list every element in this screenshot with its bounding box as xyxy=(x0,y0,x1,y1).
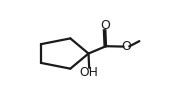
Text: O: O xyxy=(100,19,110,32)
Text: OH: OH xyxy=(80,66,99,79)
Text: O: O xyxy=(122,40,132,53)
